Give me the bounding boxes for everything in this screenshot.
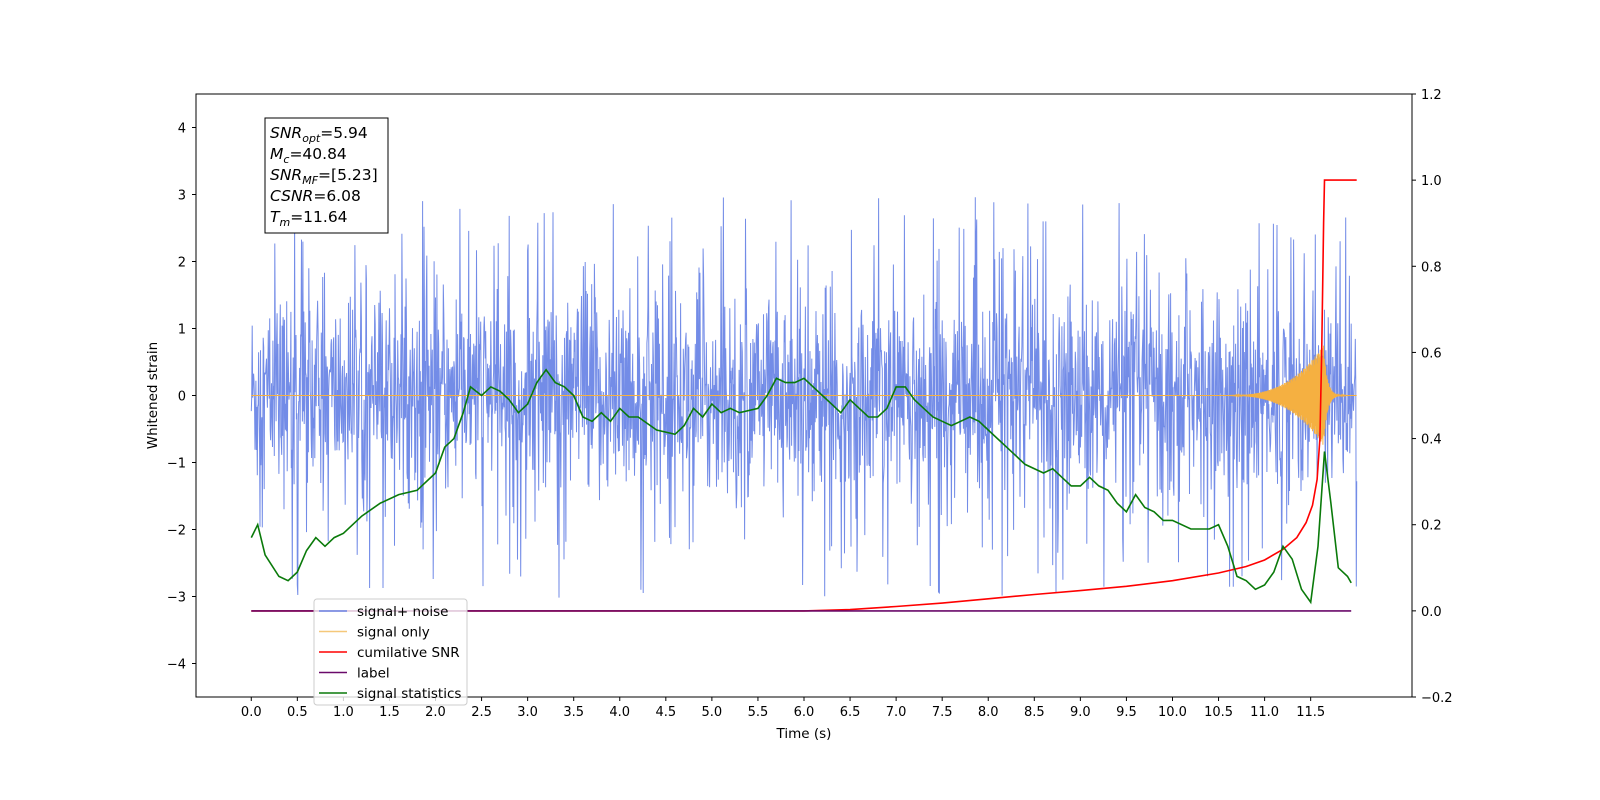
legend-label: signal+ noise bbox=[357, 604, 448, 620]
x-tick-label: 9.0 bbox=[1070, 705, 1091, 720]
x-tick-label: 5.0 bbox=[702, 705, 723, 720]
x-axis-label: Time (s) bbox=[776, 726, 832, 742]
signal-statistics-line bbox=[250, 368, 1352, 605]
x-tick-label: 1.5 bbox=[379, 705, 400, 720]
left-y-tick-label: 0 bbox=[178, 390, 186, 405]
left-y-tick-label: −1 bbox=[167, 457, 186, 472]
right-y-tick-label: 0.8 bbox=[1421, 260, 1442, 275]
x-tick-label: 11.5 bbox=[1296, 705, 1325, 720]
signal-only-line bbox=[251, 345, 1357, 445]
right-y-tick-label: 0.4 bbox=[1421, 433, 1442, 448]
legend-label: signal only bbox=[357, 625, 430, 641]
right-y-tick-label: 1.2 bbox=[1421, 88, 1442, 103]
left-y-axis-label: Whitened strain bbox=[145, 342, 161, 449]
x-tick-label: 2.0 bbox=[425, 705, 446, 720]
annotation-line: CSNR=6.08 bbox=[270, 187, 361, 205]
annotation-line: SNRopt=5.94 bbox=[270, 124, 368, 145]
x-tick-label: 10.5 bbox=[1204, 705, 1233, 720]
left-y-tick-label: −3 bbox=[167, 591, 186, 606]
x-tick-label: 1.0 bbox=[333, 705, 354, 720]
cumulative-snr-line bbox=[251, 179, 1357, 612]
right-y-axis-ticks: −0.2 0.0 0.2 0.4 0.6 0.8 1.0 1.2 bbox=[1412, 88, 1453, 706]
legend-label: label bbox=[357, 666, 390, 682]
left-y-tick-label: 1 bbox=[178, 323, 186, 338]
left-y-tick-label: 3 bbox=[178, 189, 186, 204]
left-y-axis-ticks: −4 −3 −2 −1 0 1 2 3 4 bbox=[167, 122, 196, 673]
x-tick-label: 4.5 bbox=[655, 705, 676, 720]
x-tick-label: 11.0 bbox=[1250, 705, 1279, 720]
legend-label: cumilative SNR bbox=[357, 645, 460, 661]
annotation-line: Mc=40.84 bbox=[270, 145, 347, 166]
left-y-tick-label: 4 bbox=[178, 122, 186, 137]
x-tick-label: 6.0 bbox=[794, 705, 815, 720]
left-y-tick-label: −4 bbox=[167, 658, 186, 673]
right-y-tick-label: 0.2 bbox=[1421, 519, 1442, 534]
x-tick-label: 8.5 bbox=[1024, 705, 1045, 720]
cumulative-snr-series bbox=[251, 179, 1357, 612]
right-y-tick-label: 0.6 bbox=[1421, 346, 1442, 361]
x-tick-label: 6.5 bbox=[840, 705, 861, 720]
signal-statistics-series bbox=[250, 368, 1352, 605]
x-tick-label: 5.5 bbox=[748, 705, 769, 720]
x-tick-label: 2.5 bbox=[471, 705, 492, 720]
x-tick-label: 3.0 bbox=[517, 705, 538, 720]
x-tick-label: 3.5 bbox=[563, 705, 584, 720]
signal-only-series bbox=[251, 345, 1357, 445]
x-tick-label: 8.0 bbox=[978, 705, 999, 720]
right-y-tick-label: 0.0 bbox=[1421, 605, 1442, 620]
legend-label: signal statistics bbox=[357, 686, 461, 702]
signal-noise-series bbox=[250, 197, 1358, 598]
x-axis-ticks: 0.0 0.5 1.0 1.5 2.0 2.5 3.0 3.5 4.0 4.5 5.0 5.5 6.0 6… bbox=[241, 697, 1325, 720]
annotation-line: Tm=11.64 bbox=[270, 208, 348, 229]
legend-frame bbox=[313, 598, 468, 706]
legend: signal+ noise signal only cumilative SNR la… bbox=[313, 598, 468, 706]
right-y-tick-label: 1.0 bbox=[1421, 174, 1442, 189]
signal-noise-line bbox=[250, 197, 1358, 598]
x-tick-label: 0.0 bbox=[241, 705, 262, 720]
x-tick-label: 7.0 bbox=[886, 705, 907, 720]
left-y-tick-label: −2 bbox=[167, 524, 186, 539]
x-tick-label: 4.0 bbox=[609, 705, 630, 720]
annotation-box: SNRopt=5.94Mc=40.84SNRMF=[5.23]CSNR=6.08… bbox=[264, 117, 389, 234]
x-tick-label: 7.5 bbox=[932, 705, 953, 720]
x-tick-label: 9.5 bbox=[1116, 705, 1137, 720]
annotation-line: SNRMF=[5.23] bbox=[270, 166, 378, 187]
left-y-tick-label: 2 bbox=[178, 256, 186, 271]
right-y-tick-label: −0.2 bbox=[1421, 691, 1453, 706]
x-tick-label: 0.5 bbox=[287, 705, 308, 720]
x-tick-label: 10.0 bbox=[1158, 705, 1187, 720]
annotation-frame bbox=[264, 117, 389, 234]
